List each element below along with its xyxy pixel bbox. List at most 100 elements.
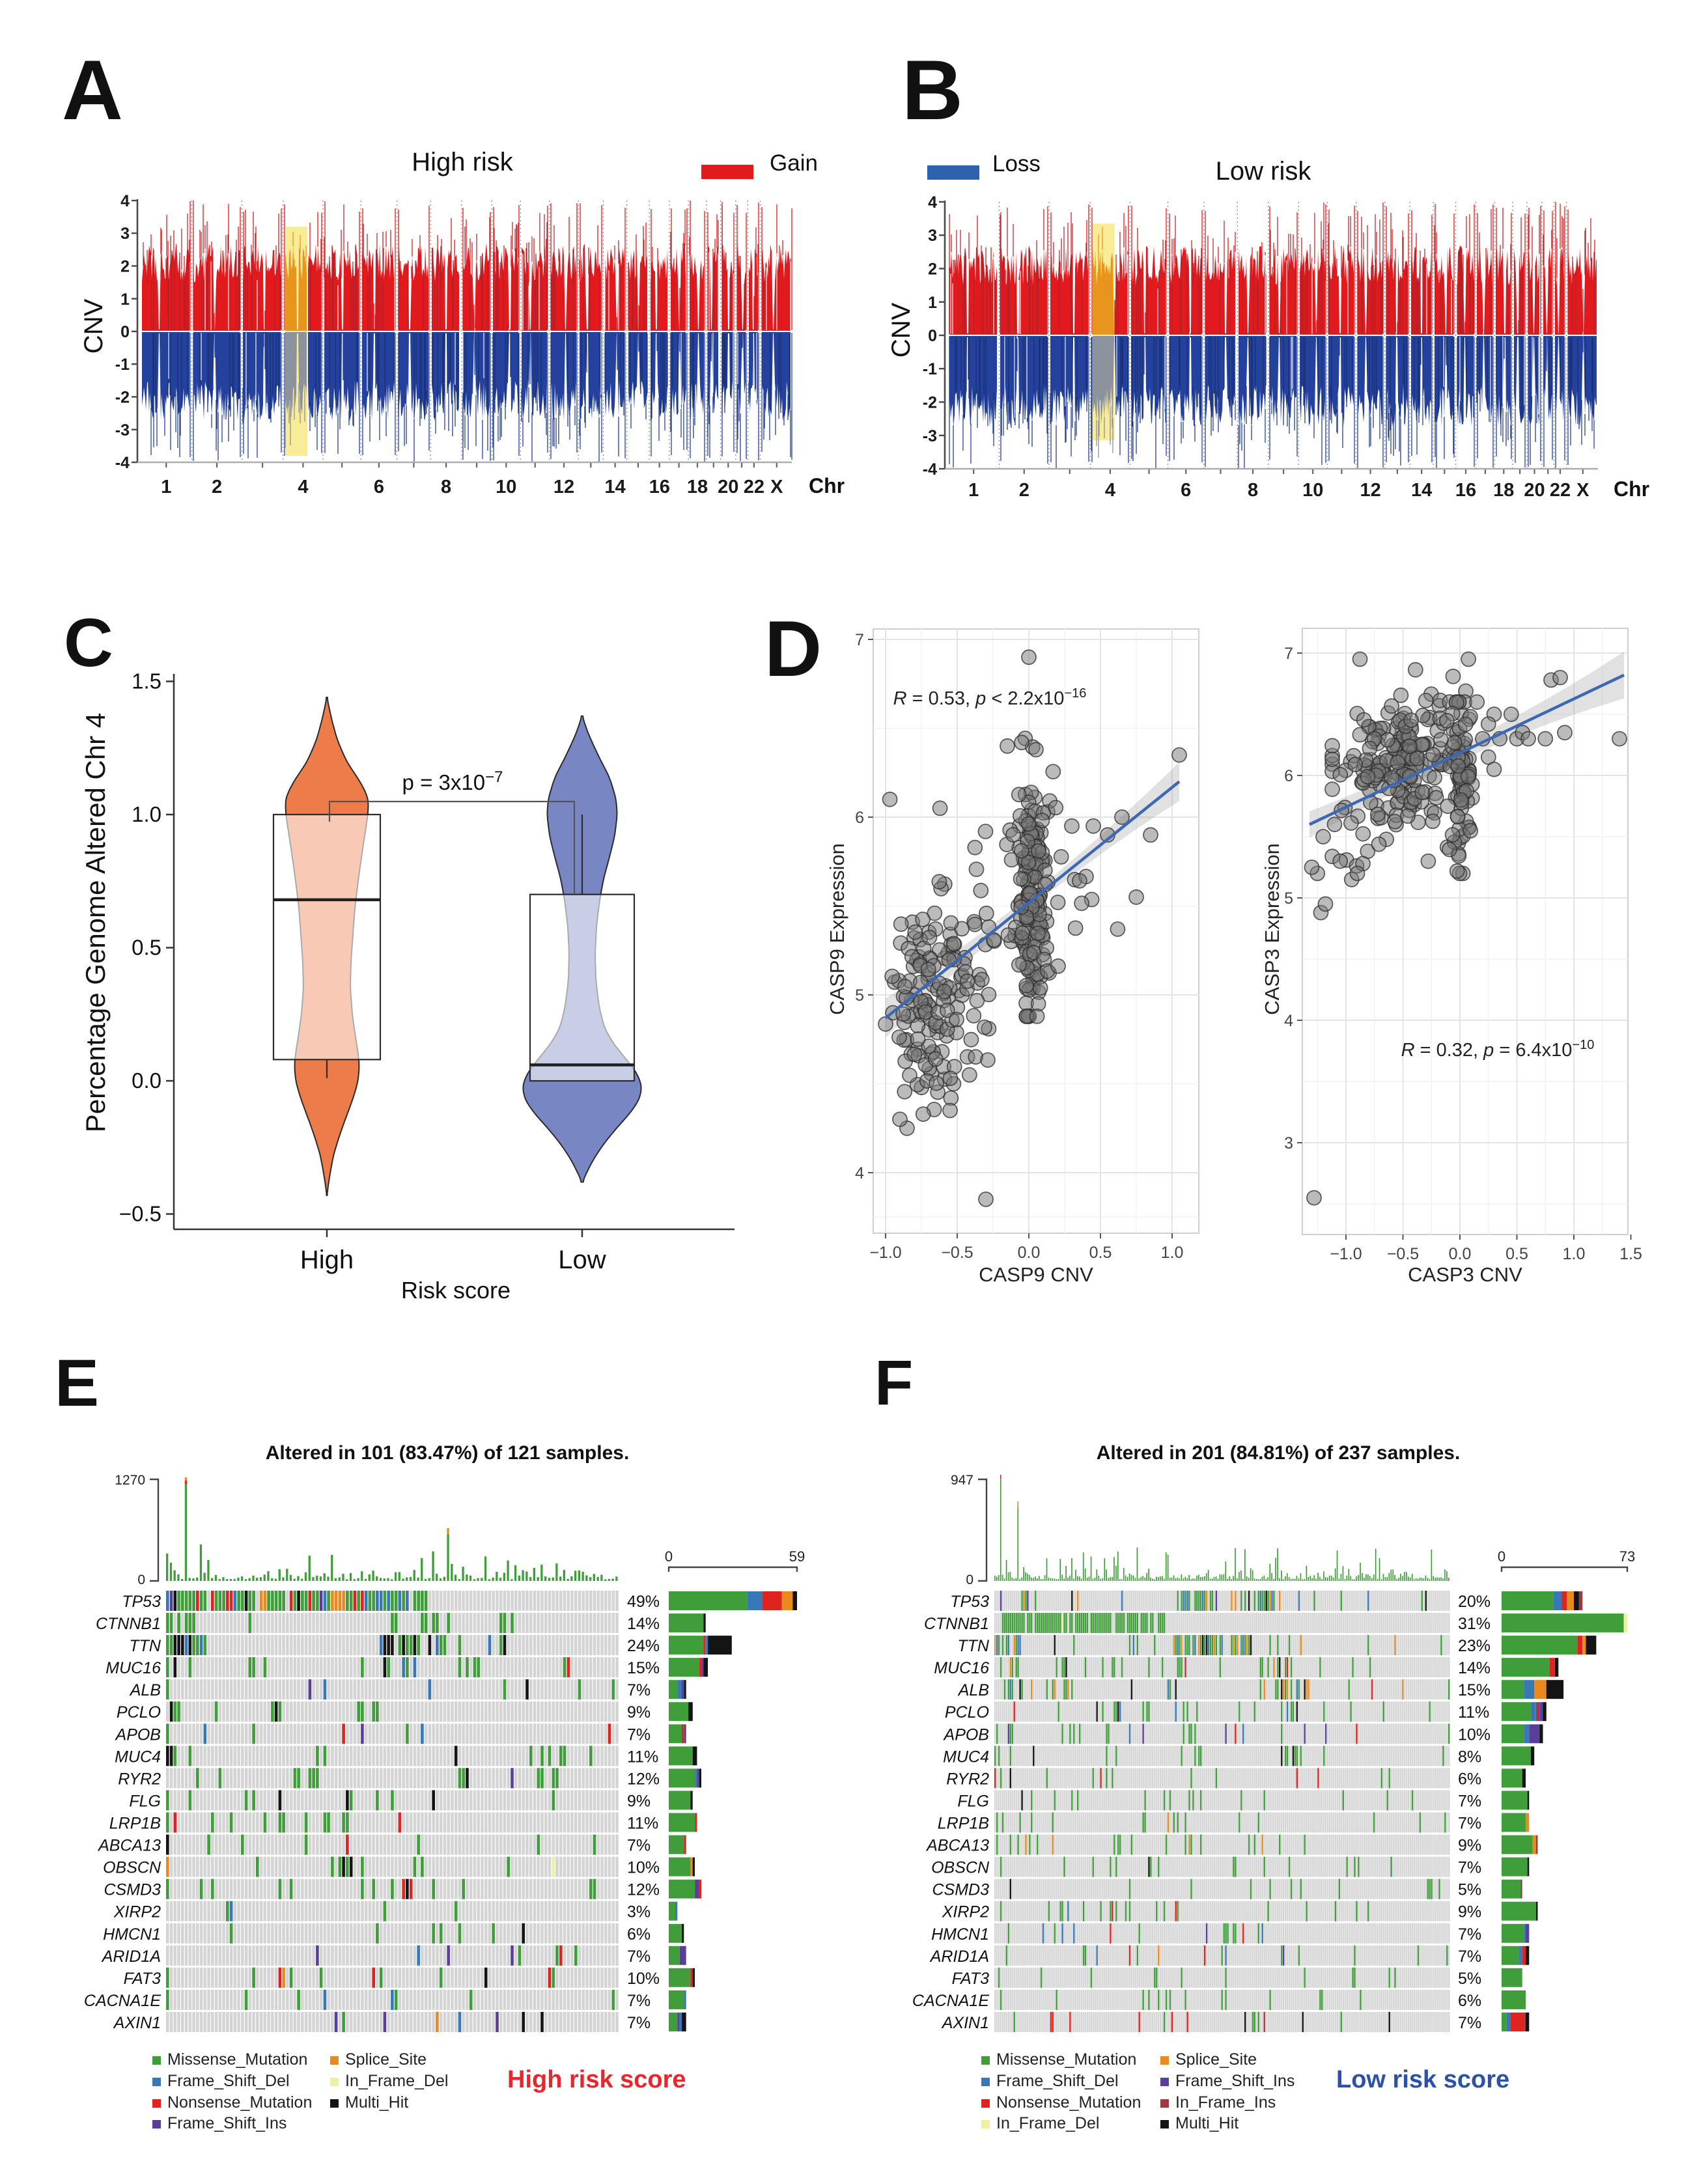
svg-text:HMCN1: HMCN1: [931, 1925, 989, 1944]
svg-text:10: 10: [1302, 480, 1323, 501]
svg-text:-3: -3: [923, 427, 937, 445]
svg-text:FLG: FLG: [957, 1792, 989, 1810]
svg-text:Loss: Loss: [992, 151, 1041, 176]
svg-text:ABCA13: ABCA13: [97, 1837, 161, 1855]
svg-text:High: High: [300, 1246, 354, 1274]
svg-text:CSMD3: CSMD3: [932, 1881, 989, 1899]
svg-text:Frame_Shift_Del: Frame_Shift_Del: [996, 2072, 1119, 2090]
svg-text:9%: 9%: [1458, 1903, 1481, 1921]
svg-text:CASP9 CNV: CASP9 CNV: [979, 1263, 1093, 1286]
svg-text:CASP9 Expression: CASP9 Expression: [826, 843, 848, 1015]
svg-text:-4: -4: [115, 454, 130, 472]
svg-text:ARID1A: ARID1A: [101, 1947, 161, 1966]
svg-text:7%: 7%: [1458, 1792, 1481, 1810]
svg-text:1.5: 1.5: [132, 669, 161, 693]
svg-text:7%: 7%: [1458, 1947, 1481, 1966]
svg-text:FLG: FLG: [129, 1792, 161, 1810]
svg-text:7%: 7%: [1458, 1925, 1481, 1944]
svg-text:−1.0: −1.0: [869, 1244, 901, 1262]
svg-text:RYR2: RYR2: [946, 1770, 989, 1788]
svg-text:XIRP2: XIRP2: [942, 1903, 989, 1921]
svg-text:CASP3 CNV: CASP3 CNV: [1408, 1263, 1522, 1286]
svg-text:FAT3: FAT3: [124, 1970, 161, 1988]
svg-text:−0.5: −0.5: [941, 1244, 973, 1262]
svg-text:59: 59: [789, 1548, 805, 1565]
svg-text:CASP3 Expression: CASP3 Expression: [1261, 843, 1283, 1015]
svg-text:23%: 23%: [1458, 1637, 1491, 1655]
svg-text:9%: 9%: [1458, 1837, 1481, 1855]
svg-text:-1: -1: [923, 360, 937, 378]
svg-text:8: 8: [441, 477, 451, 497]
svg-text:0.0: 0.0: [132, 1068, 161, 1093]
svg-text:11%: 11%: [627, 1748, 658, 1766]
svg-text:9%: 9%: [627, 1703, 651, 1722]
svg-text:12: 12: [553, 477, 574, 497]
svg-text:12: 12: [1360, 480, 1380, 501]
svg-text:1.0: 1.0: [1161, 1244, 1184, 1262]
svg-text:-2: -2: [923, 394, 937, 412]
svg-text:CNV: CNV: [887, 302, 916, 357]
svg-text:2: 2: [928, 260, 937, 279]
svg-text:E: E: [55, 1346, 99, 1420]
svg-text:High risk: High risk: [412, 148, 514, 176]
svg-text:Nonsense_Mutation: Nonsense_Mutation: [167, 2093, 312, 2112]
svg-text:0.0: 0.0: [1018, 1244, 1041, 1262]
svg-text:15%: 15%: [1458, 1681, 1491, 1699]
svg-text:High risk score: High risk score: [507, 2066, 686, 2093]
svg-text:6: 6: [1181, 480, 1191, 501]
svg-text:ALB: ALB: [129, 1681, 161, 1699]
svg-text:Low: Low: [558, 1246, 606, 1274]
svg-text:1: 1: [120, 290, 130, 309]
svg-text:Missense_Mutation: Missense_Mutation: [996, 2050, 1136, 2069]
svg-text:24%: 24%: [627, 1637, 660, 1655]
svg-text:Frame_Shift_Del: Frame_Shift_Del: [167, 2072, 290, 2090]
svg-text:TP53: TP53: [950, 1593, 989, 1611]
svg-text:FAT3: FAT3: [952, 1970, 990, 1988]
svg-text:0.5: 0.5: [1505, 1245, 1528, 1263]
svg-text:Chr: Chr: [809, 474, 845, 497]
svg-text:10: 10: [496, 477, 516, 497]
svg-text:0: 0: [1498, 1548, 1505, 1565]
svg-text:LRP1B: LRP1B: [938, 1815, 989, 1833]
svg-text:X: X: [770, 477, 783, 497]
svg-text:4: 4: [120, 192, 130, 210]
svg-text:Nonsense_Mutation: Nonsense_Mutation: [996, 2093, 1141, 2112]
svg-text:Splice_Site: Splice_Site: [1175, 2050, 1257, 2069]
svg-text:In_Frame_Ins: In_Frame_Ins: [1175, 2093, 1276, 2112]
svg-text:TTN: TTN: [129, 1637, 161, 1655]
svg-text:12%: 12%: [627, 1881, 660, 1899]
svg-text:6%: 6%: [627, 1925, 651, 1944]
svg-text:7: 7: [855, 631, 864, 649]
svg-text:7%: 7%: [627, 1725, 651, 1744]
svg-text:0: 0: [137, 1572, 145, 1587]
svg-text:20: 20: [718, 477, 738, 497]
svg-text:0: 0: [120, 323, 130, 341]
svg-text:ALB: ALB: [957, 1681, 989, 1699]
svg-text:TTN: TTN: [957, 1637, 990, 1655]
svg-text:0.0: 0.0: [1449, 1245, 1472, 1263]
svg-text:12%: 12%: [627, 1770, 660, 1788]
svg-text:3: 3: [1284, 1134, 1293, 1152]
svg-text:7%: 7%: [627, 1681, 651, 1699]
svg-text:MUC16: MUC16: [934, 1659, 989, 1677]
svg-text:1.0: 1.0: [1563, 1245, 1586, 1263]
svg-text:22: 22: [744, 477, 764, 497]
svg-text:7: 7: [1284, 645, 1293, 663]
svg-text:Splice_Site: Splice_Site: [345, 2050, 427, 2069]
svg-text:OBSCN: OBSCN: [931, 1859, 990, 1877]
svg-text:14: 14: [1411, 480, 1432, 501]
svg-text:CTNNB1: CTNNB1: [924, 1615, 989, 1633]
svg-text:5: 5: [855, 986, 864, 1005]
svg-text:9%: 9%: [627, 1792, 651, 1810]
svg-text:Low risk score: Low risk score: [1336, 2066, 1509, 2093]
svg-text:5%: 5%: [1458, 1881, 1481, 1899]
svg-text:6%: 6%: [1458, 1992, 1481, 2010]
svg-text:6: 6: [374, 477, 384, 497]
svg-text:947: 947: [951, 1473, 973, 1488]
svg-text:4: 4: [855, 1164, 864, 1182]
svg-text:6: 6: [855, 809, 864, 827]
svg-text:20%: 20%: [1458, 1593, 1491, 1611]
svg-text:7%: 7%: [1458, 2014, 1481, 2032]
svg-text:7%: 7%: [627, 1837, 651, 1855]
svg-text:1: 1: [928, 294, 937, 312]
